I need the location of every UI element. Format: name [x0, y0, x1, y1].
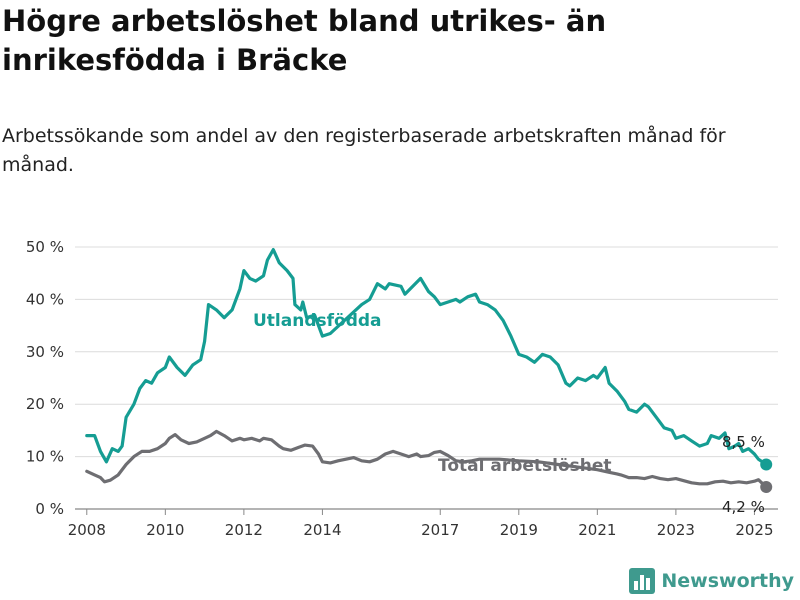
x-tick-label: 2008 [68, 521, 106, 539]
end-label-utlandsfodda: 8,5 % [722, 433, 765, 451]
end-point-total [760, 480, 773, 493]
y-tick-label: 20 % [26, 395, 64, 413]
page-title: Högre arbetslöshet bland utrikes- än inr… [2, 4, 607, 77]
grid-lines [75, 246, 778, 510]
y-tick-label: 10 % [26, 448, 64, 466]
x-tick-label: 2021 [578, 521, 616, 539]
end-label-total: 4,2 % [722, 498, 765, 516]
series-label-utlandsfodda: Utlandsfödda [253, 311, 382, 331]
y-tick-label: 30 % [26, 343, 64, 361]
y-tick-label: 40 % [26, 290, 64, 308]
x-tick-label: 2025 [735, 521, 773, 539]
end-points [760, 458, 773, 493]
y-tick-label: 0 % [35, 500, 64, 518]
brand-name: Newsworthy [661, 570, 794, 592]
bar-chart-logo-icon [629, 568, 656, 594]
series-label-total: Total arbetslöshet [438, 456, 612, 476]
x-tick-label: 2023 [657, 521, 695, 539]
series-line-total [85, 429, 768, 489]
page-subtitle: Arbetssökande som andel av den registerb… [2, 125, 726, 176]
y-tick-label: 50 % [26, 238, 64, 256]
series-line-utlandsfodda [85, 248, 768, 467]
x-tick-label: 2012 [225, 521, 263, 539]
x-tick-label: 2014 [303, 521, 341, 539]
series-lines [85, 248, 768, 489]
x-tick-label: 2019 [500, 521, 538, 539]
x-tick-label: 2017 [421, 521, 459, 539]
axis-ticks: 0 % 10 % 20 % 30 % 40 % 50 % 2008 2010 2012 2014 2… [26, 238, 774, 539]
series-labels: Utlandsfödda Total arbetslöshet 8,5 % 4,… [253, 311, 765, 516]
end-point-utlandsfodda [760, 458, 773, 471]
brand-logo[interactable]: Newsworthy [629, 568, 794, 594]
x-tick-label: 2010 [146, 521, 184, 539]
